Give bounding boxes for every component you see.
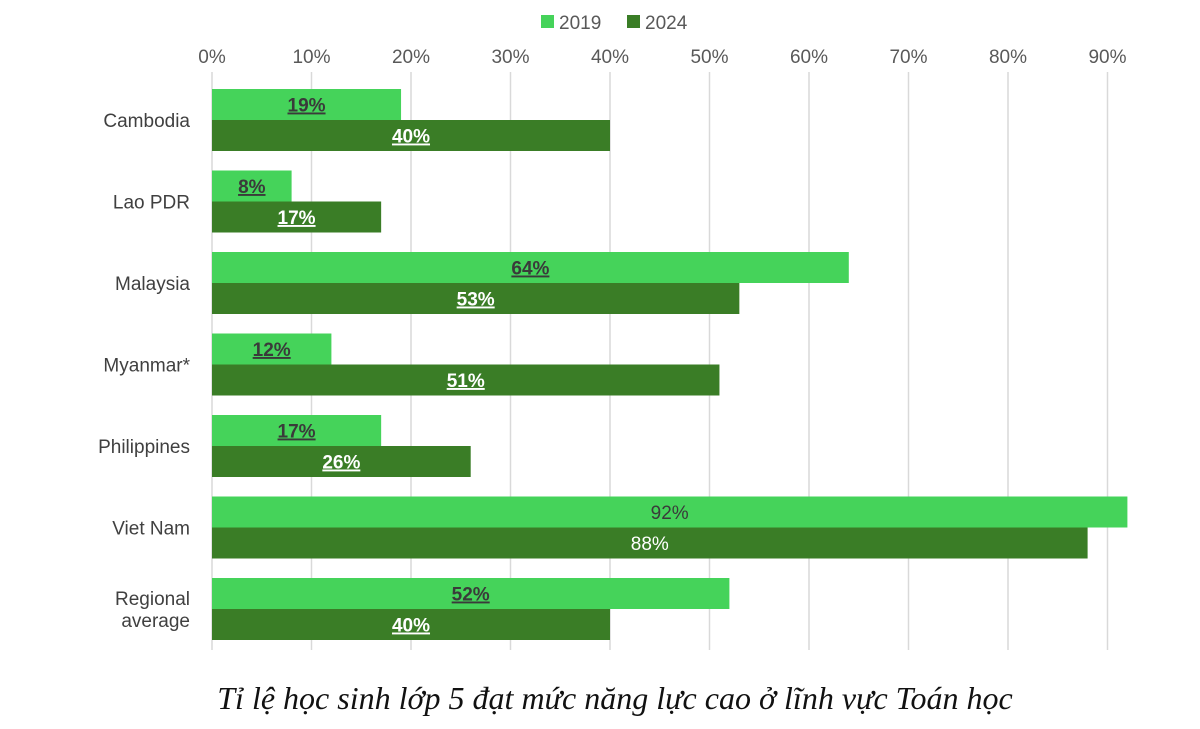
category-labels: Cambodia Lao PDR Malaysia Myanmar* Philippin… xyxy=(98,111,191,632)
category-label: Cambodia xyxy=(103,111,190,132)
bar-2019 xyxy=(212,333,332,365)
x-tick-label: 0% xyxy=(198,47,226,68)
bar-2024 xyxy=(212,609,610,640)
data-label: 17% xyxy=(278,422,316,443)
bar-2024 xyxy=(212,201,382,233)
bar-2024 xyxy=(212,527,1088,559)
x-tick-label: 70% xyxy=(889,47,927,68)
bar-2019 xyxy=(212,578,730,609)
data-label: 40% xyxy=(392,127,430,148)
bar-2019 xyxy=(212,170,292,202)
bar-2019 xyxy=(212,252,849,283)
x-tick-label: 20% xyxy=(392,47,430,68)
x-tick-label: 90% xyxy=(1088,47,1126,68)
data-label: 92% xyxy=(651,503,689,524)
bar-2019 xyxy=(212,89,402,120)
legend: 2019 2024 xyxy=(541,13,688,34)
x-tick-label: 10% xyxy=(292,47,330,68)
data-label: 12% xyxy=(253,340,291,361)
category-label: average xyxy=(121,611,190,632)
bar-2024 xyxy=(212,364,720,396)
data-label: 8% xyxy=(238,177,266,198)
x-tick-label: 50% xyxy=(690,47,728,68)
category-label: Philippines xyxy=(98,437,190,458)
category-label: Myanmar* xyxy=(103,356,190,377)
legend-label-2024: 2024 xyxy=(645,13,688,34)
legend-swatch-2019 xyxy=(541,15,554,28)
bar-2024 xyxy=(212,446,471,477)
category-label: Regional xyxy=(115,589,190,610)
x-tick-label: 80% xyxy=(989,47,1027,68)
x-axis-ticks: 0% 10% 20% 30% 40% 50% 60% 70% 80% 90% xyxy=(198,47,1126,68)
bar-2024 xyxy=(212,283,740,314)
data-label: 88% xyxy=(631,534,669,555)
category-label: Viet Nam xyxy=(112,519,190,540)
data-label: 40% xyxy=(392,616,430,637)
data-label: 53% xyxy=(457,290,495,311)
bar-2024 xyxy=(212,120,610,151)
data-label: 19% xyxy=(288,96,326,117)
data-label: 51% xyxy=(447,371,485,392)
data-label: 64% xyxy=(511,259,549,280)
category-label: Malaysia xyxy=(115,274,190,295)
bars: 19% 40% 8% 17% 64% 53% 12% 51% 17% 26% 92% 88% 52% 40… xyxy=(212,89,1128,640)
legend-label-2019: 2019 xyxy=(559,13,601,34)
x-tick-label: 60% xyxy=(790,47,828,68)
x-tick-label: 30% xyxy=(491,47,529,68)
bar-2019 xyxy=(212,415,382,446)
chart-caption: Tỉ lệ học sinh lớp 5 đạt mức năng lực ca… xyxy=(217,680,1013,716)
data-label: 17% xyxy=(278,208,316,229)
x-tick-label: 40% xyxy=(591,47,629,68)
gridlines xyxy=(211,72,1109,650)
bar-chart: 0% 10% 20% 30% 40% 50% 60% 70% 80% 90% 19% 40% 8% 17… xyxy=(98,13,1128,650)
data-label: 26% xyxy=(322,453,360,474)
data-label: 52% xyxy=(452,585,490,606)
category-label: Lao PDR xyxy=(113,193,190,214)
bar-2019 xyxy=(212,496,1128,528)
legend-swatch-2024 xyxy=(627,15,640,28)
